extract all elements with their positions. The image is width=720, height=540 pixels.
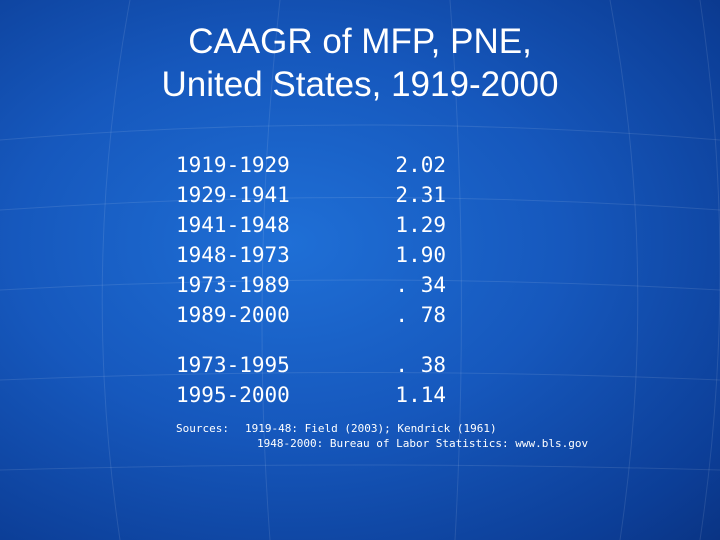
period-label: 1948-1973	[176, 243, 290, 267]
growth-value: 1.90	[395, 243, 446, 267]
source-line-1: 1919-48: Field (2003); Kendrick (1961)	[245, 422, 497, 435]
period-label: 1995-2000	[176, 383, 290, 407]
growth-value: . 78	[395, 303, 446, 327]
growth-value: 1.14	[395, 383, 446, 407]
growth-value: . 38	[395, 353, 446, 377]
title-line-1: CAAGR of MFP, PNE,	[188, 22, 532, 61]
growth-value: 2.02	[395, 153, 446, 177]
growth-value: 2.31	[395, 183, 446, 207]
period-label: 1929-1941	[176, 183, 290, 207]
sources-label: Sources:	[176, 422, 229, 435]
period-label: 1973-1989	[176, 273, 290, 297]
period-label: 1919-1929	[176, 153, 290, 177]
slide-title: CAAGR of MFP, PNE, United States, 1919-2…	[0, 20, 720, 106]
growth-value: . 34	[395, 273, 446, 297]
source-line-2: 1948-2000: Bureau of Labor Statistics: w…	[257, 437, 589, 450]
period-label: 1973-1995	[176, 353, 290, 377]
period-label: 1941-1948	[176, 213, 290, 237]
title-line-2: United States, 1919-2000	[161, 65, 559, 104]
period-label: 1989-2000	[176, 303, 290, 327]
growth-value: 1.29	[395, 213, 446, 237]
